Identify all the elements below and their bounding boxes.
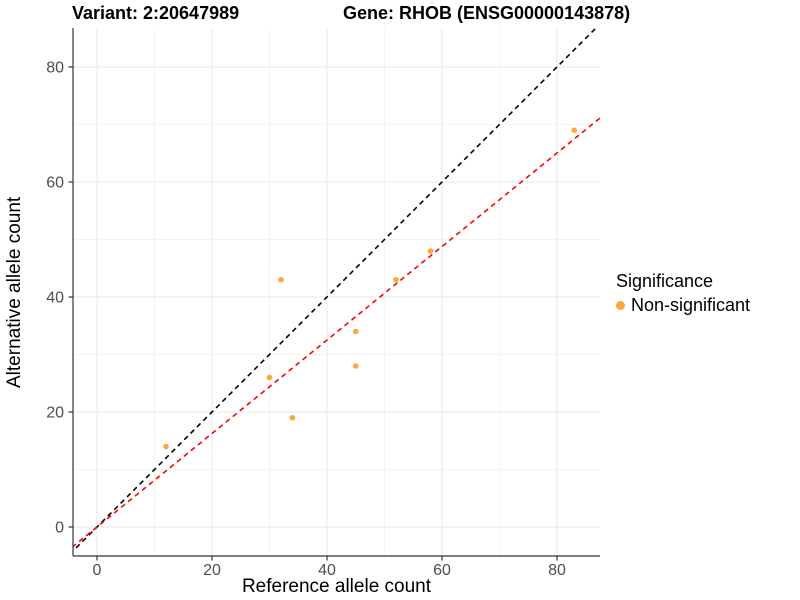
- legend-title: Significance: [616, 271, 714, 291]
- data-point: [278, 276, 284, 283]
- y-axis-title: Alternative allele count: [4, 196, 25, 388]
- x-axis-title: Reference allele count: [241, 576, 432, 597]
- data-point: [352, 363, 359, 369]
- data-point: [163, 443, 169, 450]
- data-point: [393, 276, 399, 283]
- y-tick-label: 0: [55, 520, 64, 537]
- legend-item: Non-significant: [616, 295, 750, 316]
- x-tick-label: 20: [203, 562, 221, 579]
- data-point: [266, 374, 273, 381]
- x-tick-label: 80: [548, 562, 566, 579]
- variant-title: Variant: 2:20647989: [72, 3, 240, 23]
- data-point: [352, 328, 359, 335]
- x-tick-label: 60: [433, 562, 451, 579]
- data-point: [571, 127, 578, 134]
- y-tick-label: 80: [46, 59, 64, 76]
- gene-title: Gene: RHOB (ENSG00000143878): [343, 3, 631, 23]
- legend-item-label: Non-significant: [631, 295, 751, 315]
- identity-line: [73, 28, 598, 553]
- y-tick-label: 20: [46, 405, 64, 422]
- data-point: [289, 414, 296, 421]
- y-tick-label: 40: [46, 290, 64, 307]
- y-tick-label: 60: [46, 174, 64, 191]
- x-tick-label: 40: [318, 562, 336, 579]
- fit-line: [73, 117, 600, 548]
- legend: Significance Non-significant: [616, 271, 750, 316]
- legend-point-icon: [616, 301, 625, 310]
- x-tick-label: 0: [93, 562, 102, 579]
- data-point: [427, 248, 434, 254]
